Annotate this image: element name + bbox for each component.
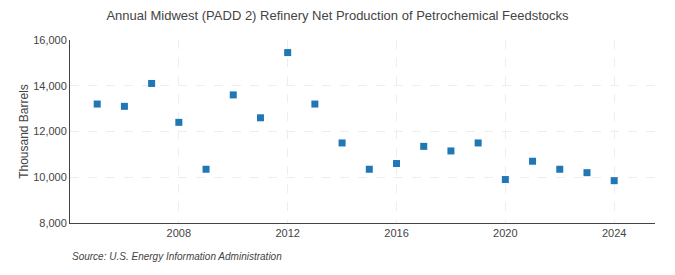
svg-text:Thousand Barrels: Thousand Barrels (17, 84, 31, 179)
svg-text:16,000: 16,000 (33, 34, 67, 46)
svg-text:2020: 2020 (493, 227, 517, 239)
svg-text:Source: U.S. Energy Informatio: Source: U.S. Energy Information Administ… (72, 251, 282, 262)
svg-text:10,000: 10,000 (33, 171, 67, 183)
svg-text:2024: 2024 (602, 227, 626, 239)
svg-text:2012: 2012 (275, 227, 299, 239)
svg-text:Annual Midwest (PADD 2) Refine: Annual Midwest (PADD 2) Refinery Net Pro… (106, 8, 569, 23)
svg-text:2008: 2008 (167, 227, 191, 239)
svg-text:2016: 2016 (384, 227, 408, 239)
svg-text:14,000: 14,000 (33, 80, 67, 92)
svg-text:8,000: 8,000 (39, 217, 67, 229)
svg-text:12,000: 12,000 (33, 125, 67, 137)
